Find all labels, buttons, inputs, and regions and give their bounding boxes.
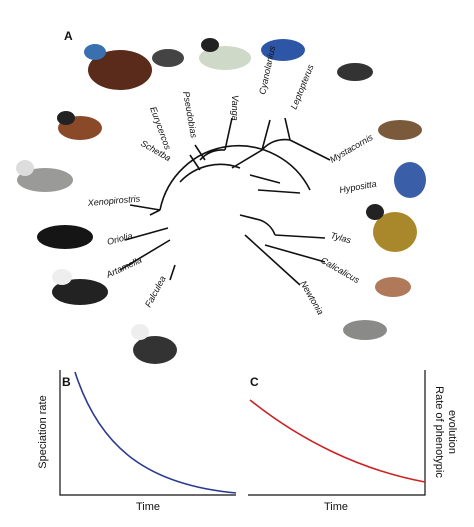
evolution-curve	[249, 399, 426, 483]
speciation-curve	[74, 371, 237, 494]
genus-label: Artamella	[104, 255, 144, 281]
genus-label: Oriolia	[106, 231, 134, 247]
genus-label: Falculea	[143, 274, 168, 309]
genus-label: Leptopterus	[289, 62, 316, 110]
panel-b: B Speciation rate Time	[37, 370, 237, 513]
genus-label: Pseudobias	[181, 91, 199, 140]
genus-label: Mystacornis	[328, 132, 375, 165]
y-axis-label: Rate of phenotypic	[433, 386, 445, 478]
panel-label: C	[250, 375, 259, 389]
y-axis-label: evolution	[446, 410, 458, 454]
y-axis-label: Speciation rate	[37, 395, 49, 468]
genus-label: Cyanolanius	[257, 44, 277, 95]
genus-label: Newtonia	[298, 279, 325, 317]
birds	[16, 38, 426, 364]
genus-label: Vanga	[230, 95, 240, 121]
genus-label: Xenopirostris	[86, 193, 141, 208]
panel-label: A	[64, 29, 73, 43]
panel-label: B	[62, 375, 71, 389]
phylogeny	[119, 117, 331, 286]
genus-label: Calicalicus	[319, 255, 362, 285]
panel-c: C Rate of phenotypic evolution Time	[248, 370, 458, 513]
x-axis-label: Time	[324, 501, 348, 513]
genus-label: Hypositta	[339, 179, 378, 195]
genus-label: Tylas	[329, 230, 352, 245]
x-axis-label: Time	[136, 501, 160, 513]
